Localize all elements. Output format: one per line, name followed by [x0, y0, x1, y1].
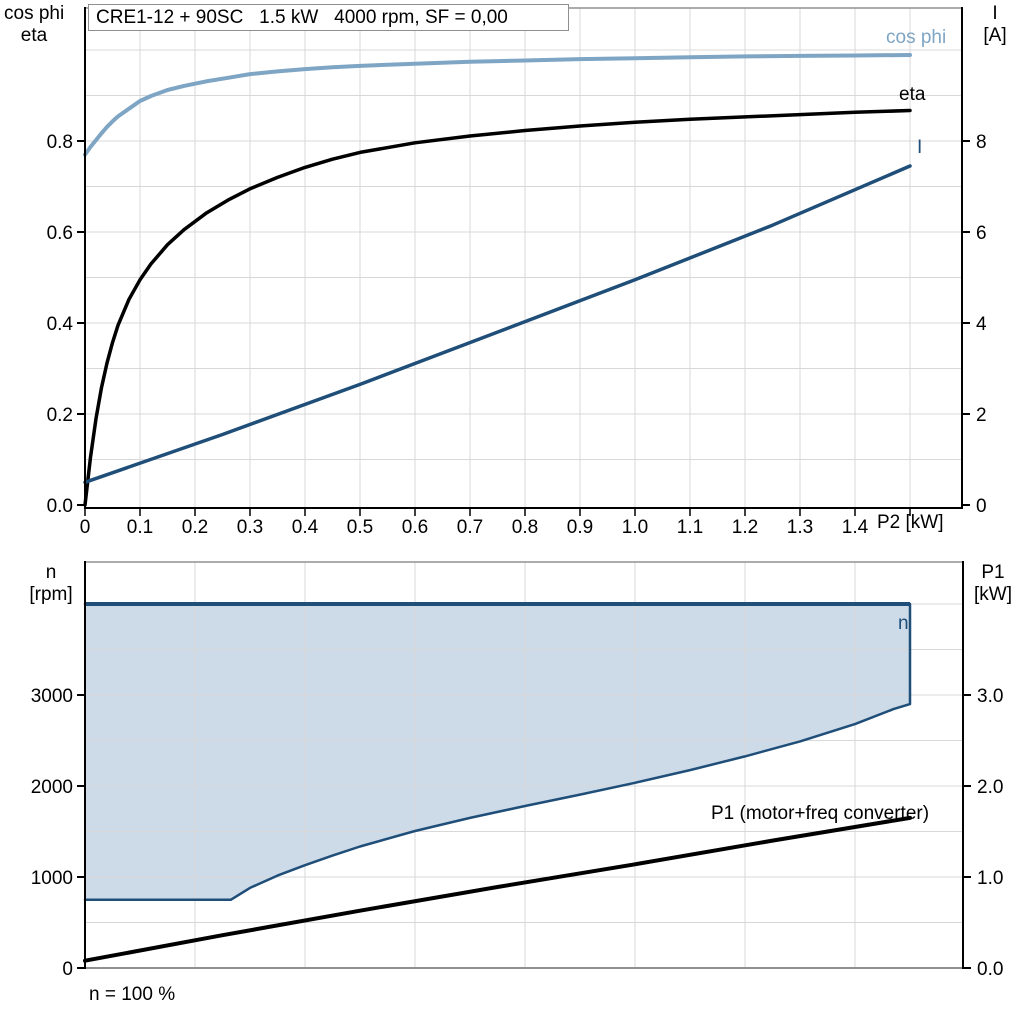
tick-label: 0.0 — [977, 959, 1003, 980]
speed-curve-label: n — [898, 613, 909, 634]
axis-title-line: I — [992, 3, 998, 24]
tick-label: 0.8 — [512, 517, 538, 538]
tick-label: 2 — [976, 405, 987, 426]
tick-label: 1000 — [31, 868, 73, 889]
eta-curve — [83, 108, 912, 507]
p1-curve-label: P1 (motor+freq converter) — [711, 803, 930, 824]
axis-title-line: [A] — [983, 25, 1007, 46]
top-left-axis-title: cos phi eta — [4, 3, 64, 47]
tick-label: 0.6 — [47, 223, 73, 244]
tick-label: 0.2 — [47, 405, 73, 426]
tick-label: 0.0 — [47, 496, 73, 517]
p1-curve — [83, 815, 912, 963]
envelope-outline — [83, 602, 912, 902]
axis-title-line: cos phi — [4, 3, 65, 24]
tick-label: 0.6 — [402, 517, 428, 538]
bottom-left-axis-title: n [rpm] — [22, 562, 80, 606]
tick-label: 0.1 — [127, 517, 153, 538]
tick-label: 1.4 — [842, 517, 869, 538]
current-curve-label: I — [917, 137, 923, 158]
speed-footnote: n = 100 % — [89, 984, 176, 1005]
envelope-fill — [85, 604, 910, 900]
tick-label: 1.0 — [622, 517, 648, 538]
bottom-right-axis-title: P1 [kW] — [966, 562, 1020, 606]
tick-label: 0.8 — [47, 132, 73, 153]
tick-label: 4 — [976, 314, 987, 335]
tick-label: 1.2 — [732, 517, 758, 538]
tick-label: 1.0 — [977, 868, 1003, 889]
tick-label: 1.3 — [787, 517, 813, 538]
tick-label: 0 — [976, 496, 987, 517]
tick-label: 0.5 — [347, 517, 373, 538]
current-curve — [83, 164, 912, 485]
axis-title-line: n — [45, 562, 57, 583]
tick-label: 3000 — [31, 686, 73, 707]
tick-label: 0.4 — [47, 314, 74, 335]
tick-label: 2.0 — [977, 777, 1003, 798]
axis-title-line: [rpm] — [29, 584, 73, 605]
x-axis-title: P2 [kW] — [877, 512, 944, 533]
cos-phi-curve — [83, 53, 912, 157]
top-right-axis-title: I [A] — [972, 3, 1018, 47]
axis-title-line: [kW] — [974, 584, 1012, 605]
tick-label: 0.3 — [237, 517, 263, 538]
tick-label: 0.2 — [182, 517, 208, 538]
tick-label: 6 — [976, 223, 987, 244]
tick-label: 3.0 — [977, 686, 1003, 707]
tick-label: 0.4 — [292, 517, 319, 538]
axis-title-line: eta — [20, 25, 48, 46]
tick-label: 2000 — [31, 777, 73, 798]
chart-title-box: CRE1-12 + 90SC 1.5 kW 4000 rpm, SF = 0,0… — [88, 4, 569, 31]
tick-label: 1.1 — [677, 517, 703, 538]
tick-label: 0 — [80, 517, 91, 538]
tick-label: 0.7 — [457, 517, 483, 538]
cos-phi-curve-label: cos phi — [886, 27, 947, 48]
tick-label: 0.9 — [567, 517, 593, 538]
tick-label: 0 — [62, 959, 73, 980]
eta-curve-label: eta — [899, 84, 926, 105]
tick-label: 8 — [976, 132, 987, 153]
axis-title-line: P1 — [981, 562, 1005, 583]
